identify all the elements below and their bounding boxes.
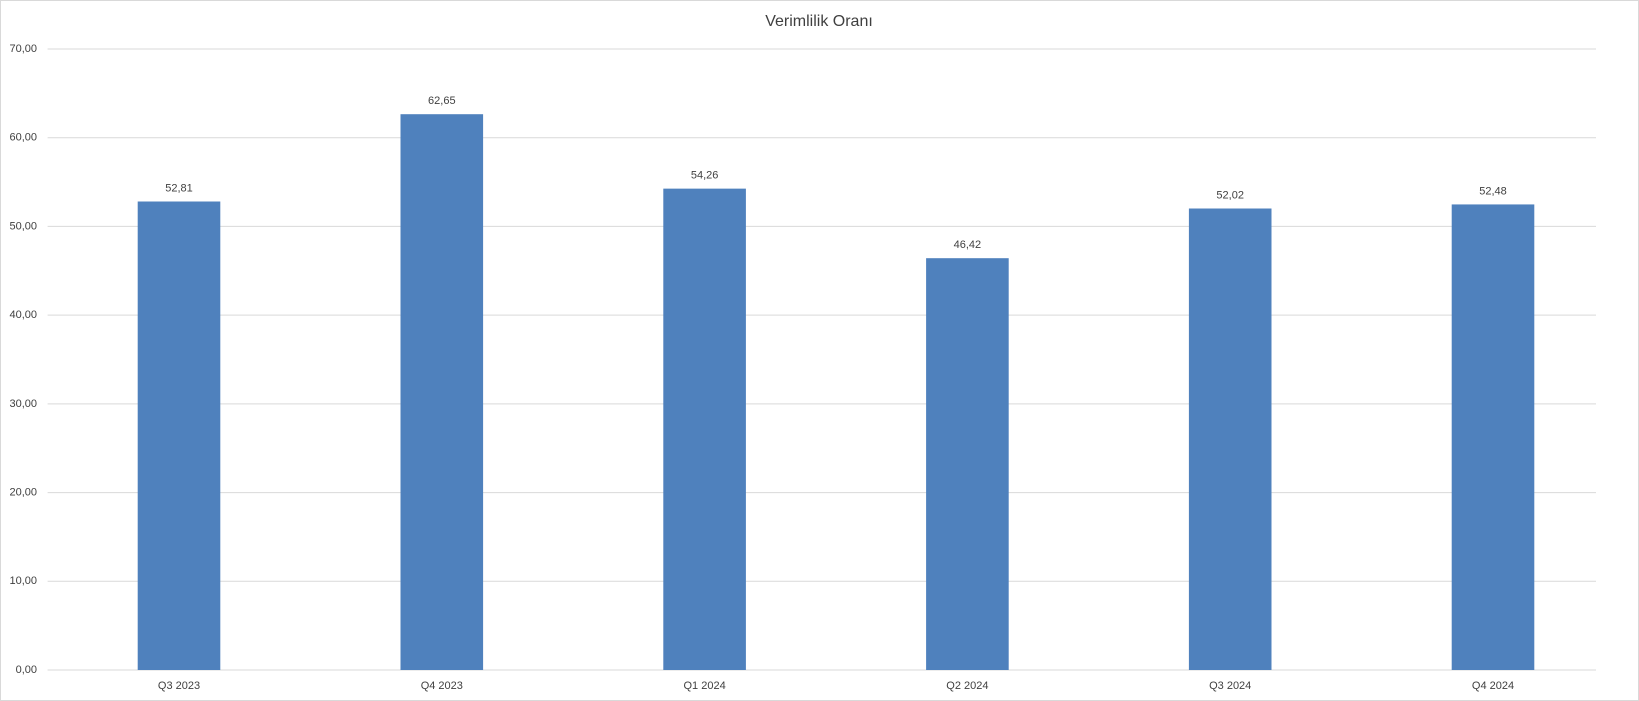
data-label: 54,26 — [691, 170, 719, 182]
bar — [663, 188, 746, 670]
y-tick-label: 30,00 — [9, 398, 37, 410]
y-tick-label: 10,00 — [9, 575, 37, 587]
x-tick-label: Q4 2023 — [421, 680, 463, 692]
y-tick-label: 70,00 — [9, 43, 37, 55]
y-tick-label: 20,00 — [9, 486, 37, 498]
data-label: 62,65 — [428, 95, 456, 107]
y-tick-label: 50,00 — [9, 220, 37, 232]
bar — [1451, 204, 1535, 670]
y-tick-label: 0,00 — [16, 664, 37, 676]
x-tick-label: Q1 2024 — [683, 680, 725, 692]
x-tick-label: Q2 2024 — [946, 680, 988, 692]
data-label: 52,02 — [1216, 189, 1244, 201]
y-tick-label: 40,00 — [9, 309, 37, 321]
bar — [1188, 208, 1272, 670]
y-tick-label: 60,00 — [9, 132, 37, 144]
x-tick-label: Q3 2023 — [158, 680, 200, 692]
data-label: 46,42 — [954, 239, 982, 251]
chart-title: Verimlilik Oranı — [765, 13, 873, 30]
bar — [400, 114, 484, 670]
x-tick-label: Q4 2024 — [1472, 680, 1514, 692]
data-label: 52,48 — [1479, 185, 1507, 197]
x-tick-label: Q3 2024 — [1209, 680, 1251, 692]
bar — [926, 258, 1009, 670]
data-label: 52,81 — [165, 182, 193, 194]
bar — [137, 201, 221, 670]
